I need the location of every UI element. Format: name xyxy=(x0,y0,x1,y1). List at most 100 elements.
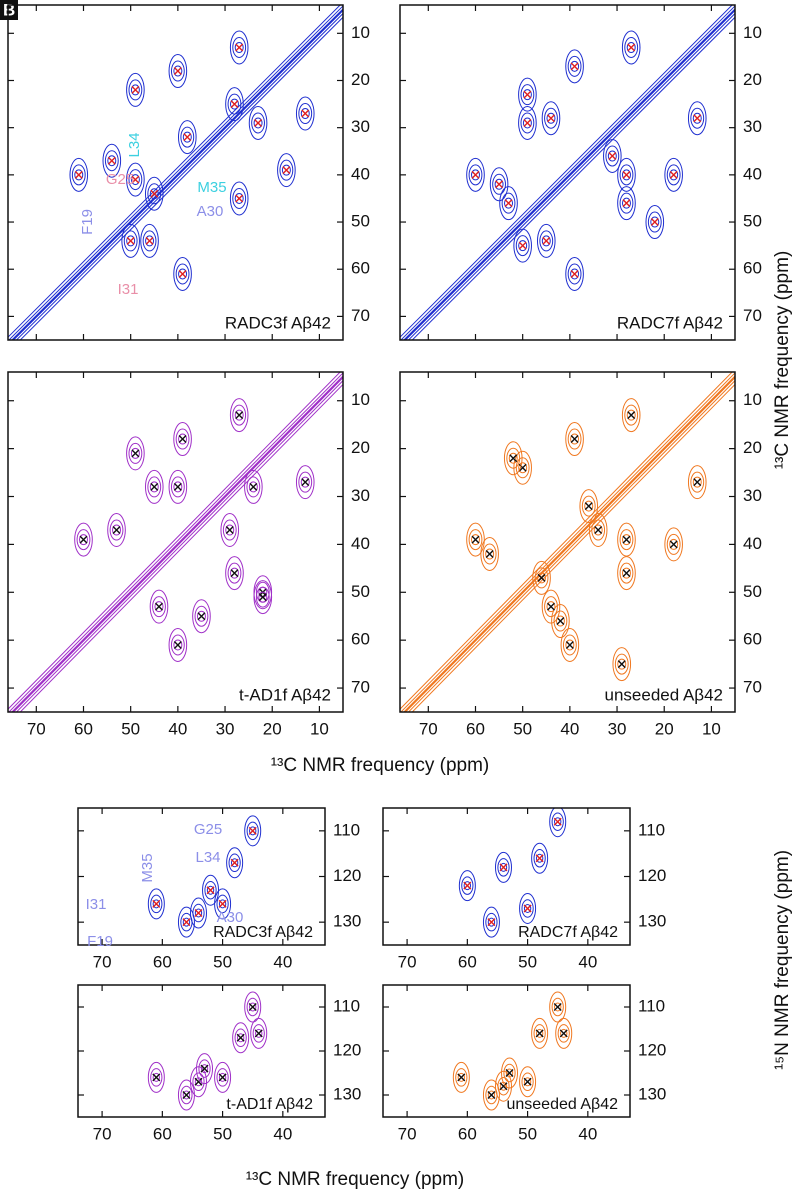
y-tick-label: 20 xyxy=(743,438,762,457)
marker-stroke xyxy=(553,817,562,826)
contour xyxy=(175,263,190,285)
contour xyxy=(173,481,183,493)
peak-marker xyxy=(235,43,244,52)
contour xyxy=(546,601,556,613)
contour xyxy=(196,1053,214,1085)
y-tick-label: 110 xyxy=(638,820,665,839)
contour xyxy=(173,256,192,291)
contour xyxy=(553,610,568,632)
contour xyxy=(560,1028,568,1038)
spectrum xyxy=(458,808,567,938)
contour xyxy=(617,556,636,591)
contour xyxy=(518,462,528,474)
peak-marker xyxy=(178,435,187,444)
y-tick-label: 40 xyxy=(743,164,762,183)
diagonal xyxy=(8,5,341,338)
x-tick-label: 70 xyxy=(398,1124,417,1143)
contour xyxy=(149,589,169,624)
contour xyxy=(126,436,145,471)
peak-annotation: G25 xyxy=(194,821,222,838)
contour xyxy=(523,1077,532,1087)
contour xyxy=(567,55,582,77)
x-tick-label: 40 xyxy=(578,952,597,971)
x-tick-label: 20 xyxy=(655,719,674,738)
marker-stroke xyxy=(248,1003,257,1011)
peak-marker xyxy=(225,526,234,535)
contour xyxy=(626,409,636,421)
marker-stroke xyxy=(178,435,187,444)
x-tick-label: 40 xyxy=(560,719,579,738)
contour xyxy=(204,880,217,900)
diagonal xyxy=(11,8,343,340)
contour xyxy=(74,522,93,557)
contour xyxy=(298,103,313,125)
marker-stroke xyxy=(206,886,215,895)
y-tick-label: 60 xyxy=(351,630,370,649)
contour xyxy=(194,605,209,627)
x-tick-label: 50 xyxy=(518,1124,537,1143)
contour xyxy=(664,527,683,562)
contour xyxy=(227,562,242,584)
y-tick-label: 40 xyxy=(351,534,370,553)
x-tick-label: 30 xyxy=(216,719,235,738)
contour xyxy=(520,112,535,134)
peak-marker xyxy=(669,170,678,179)
contour xyxy=(570,60,580,72)
contour xyxy=(570,433,580,445)
marker-stroke xyxy=(152,899,161,908)
marker-stroke xyxy=(570,435,579,444)
x-tick-label: 60 xyxy=(153,952,172,971)
y-tick-label: 40 xyxy=(351,164,370,183)
peak-marker xyxy=(565,640,574,649)
contour xyxy=(128,169,143,191)
contour xyxy=(664,157,683,192)
contour xyxy=(523,903,532,913)
marker-stroke xyxy=(518,241,527,250)
contour xyxy=(249,826,257,836)
marker-stroke xyxy=(230,100,239,109)
peak-marker xyxy=(463,881,472,890)
marker-stroke xyxy=(131,85,140,94)
panel-label: RADC7f Aβ42 xyxy=(617,313,723,332)
marker-stroke xyxy=(301,109,310,118)
marker-stroke xyxy=(150,189,159,198)
x-tick-label: 50 xyxy=(518,952,537,971)
y-tick-label: 40 xyxy=(743,534,762,553)
peak-marker xyxy=(194,909,203,918)
contour xyxy=(499,862,508,872)
contour xyxy=(501,1057,519,1089)
peak-annotation: M35 xyxy=(139,853,156,882)
contour xyxy=(232,36,247,58)
contour xyxy=(499,186,518,221)
contour xyxy=(532,560,551,595)
marker-stroke xyxy=(230,569,239,578)
contour xyxy=(173,422,192,457)
contour xyxy=(470,169,480,181)
x-tick-label: 10 xyxy=(310,719,329,738)
y-tick-label: 10 xyxy=(351,390,370,409)
contour xyxy=(518,240,528,252)
contour xyxy=(588,513,608,548)
peak-annotation: G25 xyxy=(106,171,134,188)
peak-marker xyxy=(570,269,579,278)
marker-stroke xyxy=(535,1029,544,1038)
y-axis-label: ¹³C NMR frequency (ppm) xyxy=(772,251,793,470)
marker-stroke xyxy=(173,640,182,649)
contour xyxy=(536,223,556,258)
plot-frame xyxy=(399,371,736,713)
peak-marker xyxy=(669,540,678,549)
peak-marker xyxy=(518,463,527,472)
peak-marker xyxy=(556,617,565,626)
y-tick-label: 60 xyxy=(743,630,762,649)
marker-stroke xyxy=(622,535,631,544)
marker-stroke xyxy=(131,449,140,458)
peak-marker xyxy=(173,67,182,76)
contour xyxy=(531,1017,549,1049)
marker-stroke xyxy=(509,454,518,463)
x-tick-label: 40 xyxy=(578,1124,597,1143)
contour xyxy=(466,522,485,557)
marker-stroke xyxy=(197,612,206,621)
contour xyxy=(218,1072,227,1082)
x-tick-label: 10 xyxy=(702,719,721,738)
marker-stroke xyxy=(518,463,527,472)
